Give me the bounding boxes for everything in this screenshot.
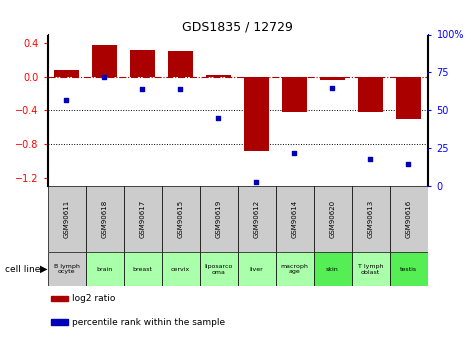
Bar [282,77,307,112]
Bar [162,186,199,252]
Bar [390,186,428,252]
Bar [320,77,345,80]
Bar [358,77,383,112]
Point [329,85,336,90]
Point [367,156,374,162]
Bar [48,186,86,252]
Text: breast: breast [133,267,152,272]
Point [405,161,412,166]
Bar [162,252,199,286]
Bar [276,186,314,252]
Text: GSM90616: GSM90616 [406,200,411,238]
Text: percentile rank within the sample: percentile rank within the sample [72,318,225,327]
Bar [48,252,86,286]
Bar [352,186,390,252]
Bar [276,252,314,286]
Text: GSM90612: GSM90612 [254,200,259,238]
Bar [200,252,238,286]
Text: GSM90613: GSM90613 [368,200,373,238]
Text: cervix: cervix [171,267,190,272]
Bar [124,252,162,286]
Text: cell line: cell line [5,265,40,274]
Point [215,115,222,121]
Bar [390,252,428,286]
Text: GSM90618: GSM90618 [102,200,107,238]
Point [253,179,260,185]
Text: liver: liver [250,267,263,272]
Point [177,86,184,92]
Bar [238,186,276,252]
Bar [314,252,352,286]
Title: GDS1835 / 12729: GDS1835 / 12729 [182,20,293,33]
Bar [130,50,155,77]
Text: T lymph
oblast: T lymph oblast [358,264,383,275]
Bar [168,50,193,77]
Text: GSM90614: GSM90614 [292,200,297,238]
Bar [396,77,421,119]
Bar [51,319,68,325]
Text: GSM90615: GSM90615 [178,200,183,238]
Text: brain: brain [96,267,113,272]
Text: testis: testis [400,267,417,272]
Text: GSM90620: GSM90620 [330,200,335,238]
Text: skin: skin [326,267,339,272]
Bar [92,46,117,77]
Bar [244,77,269,151]
Bar [314,186,352,252]
Text: GSM90617: GSM90617 [140,200,145,238]
Bar [238,252,276,286]
Bar [54,70,79,77]
Text: log2 ratio: log2 ratio [72,294,115,303]
Point [291,150,298,156]
Bar [352,252,390,286]
Bar [200,186,238,252]
Bar [86,186,124,252]
Text: ▶: ▶ [40,264,48,274]
Point [139,86,146,92]
Bar [86,252,124,286]
Text: GSM90619: GSM90619 [216,200,221,238]
Text: liposarco
oma: liposarco oma [204,264,233,275]
Text: macroph
age: macroph age [281,264,308,275]
Text: GSM90611: GSM90611 [64,200,69,238]
Bar [51,296,68,302]
Bar [206,75,231,77]
Point [63,97,70,102]
Bar [124,186,162,252]
Text: B lymph
ocyte: B lymph ocyte [54,264,79,275]
Point [101,74,108,80]
